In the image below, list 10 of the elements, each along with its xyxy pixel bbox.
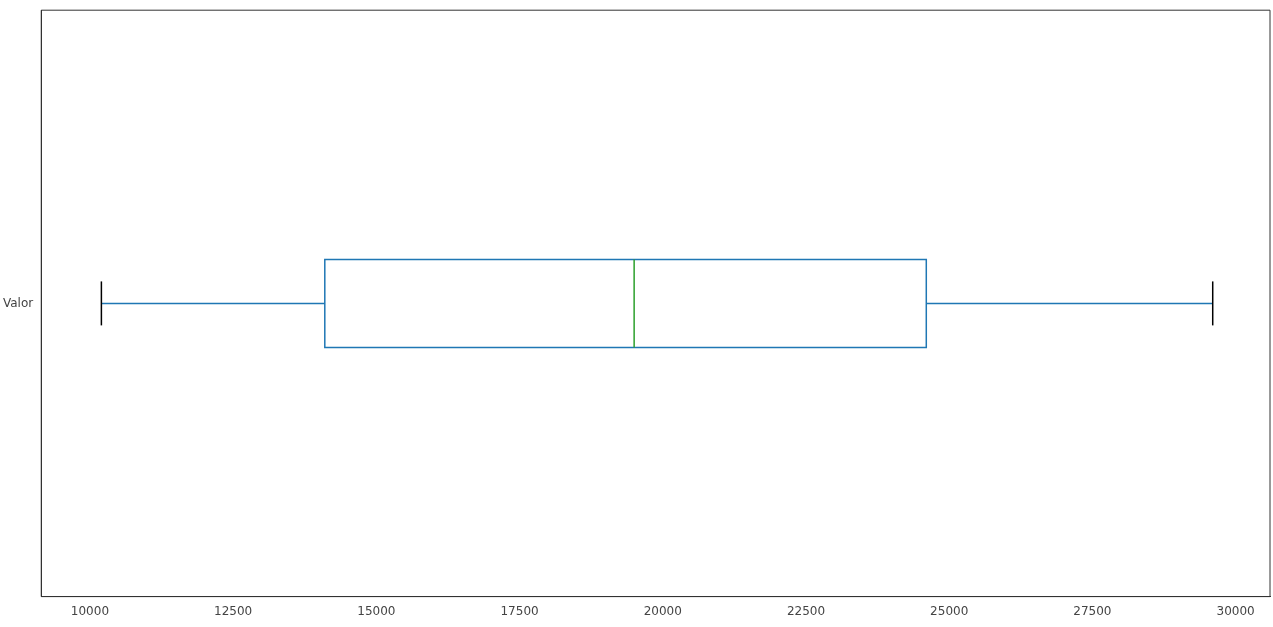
- x-tick-label: 27500: [1073, 603, 1112, 618]
- x-tick-label: 15000: [357, 603, 396, 618]
- x-tick-label: 30000: [1216, 603, 1255, 618]
- x-tick-label: 25000: [930, 603, 969, 618]
- y-tick-label: Valor: [2, 295, 34, 310]
- x-tick-label: 12500: [214, 603, 253, 618]
- x-tick-label: 17500: [500, 603, 539, 618]
- x-tick-label: 10000: [70, 603, 110, 618]
- x-tick-label: 22500: [786, 603, 826, 618]
- x-tick-label: 20000: [643, 603, 682, 618]
